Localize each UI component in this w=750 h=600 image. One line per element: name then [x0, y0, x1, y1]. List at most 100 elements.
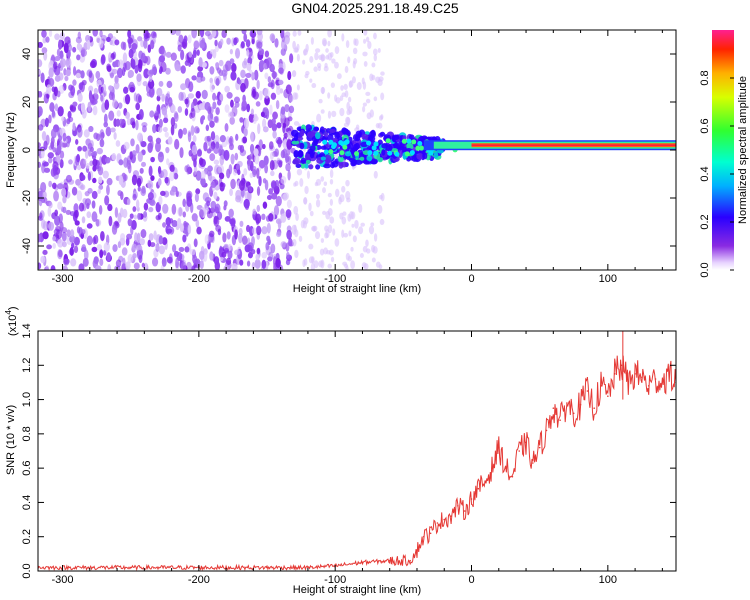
heatmap-cell [262, 201, 268, 209]
heatmap-cell [309, 145, 316, 152]
heatmap-cell [270, 243, 276, 254]
heatmap-cell [148, 69, 155, 75]
heatmap-cell [249, 30, 256, 38]
heatmap-cell [328, 249, 334, 256]
heatmap-cell [354, 151, 360, 157]
heatmap-cell [104, 99, 110, 111]
heatmap-cell [329, 198, 334, 206]
heatmap-cell [144, 262, 148, 269]
heatmap-cell [98, 205, 103, 215]
snr-point [266, 566, 268, 569]
heatmap-cell [115, 259, 122, 268]
snr-point [129, 566, 132, 569]
heatmap-cell [108, 110, 115, 121]
heatmap-cell [155, 215, 161, 221]
heatmap-cell [282, 193, 288, 201]
heatmap-cell [47, 152, 54, 159]
heatmap-cell [366, 140, 372, 146]
snr-ytick-label: 0.4 [21, 495, 33, 510]
heatmap-cell [246, 260, 251, 267]
heatmap-cell [92, 158, 98, 167]
heatmap-cell [188, 51, 193, 58]
heatmap-cell [131, 43, 138, 50]
heatmap-cell [257, 123, 261, 135]
heatmap-cell [137, 62, 143, 73]
heatmap-cell [344, 65, 349, 74]
heatmap-cell [377, 122, 383, 129]
heatmap-cell [373, 32, 377, 40]
heatmap-cell [359, 253, 364, 258]
heatmap-cell [91, 200, 96, 209]
heatmap-cell [56, 48, 61, 57]
heatmap-cell [74, 210, 79, 218]
heatmap-cell [47, 206, 52, 217]
heatmap-cell [331, 142, 337, 148]
heatmap-cell [226, 37, 231, 45]
heatmap-cell [243, 198, 250, 209]
colorbar-tick-label: 0.2 [699, 214, 711, 229]
heatmap-cell [65, 209, 72, 216]
heatmap-cell [252, 91, 260, 100]
heatmap-cell [286, 251, 290, 259]
heatmap-cell [72, 79, 77, 86]
heatmap-cell [270, 79, 275, 90]
heatmap-cell [139, 167, 144, 174]
heatmap-cell [238, 232, 243, 244]
heatmap-cell [354, 219, 359, 229]
snr-point [450, 515, 452, 517]
heatmap-cell [269, 33, 276, 42]
heatmap-cell [292, 159, 299, 165]
heatmap-cell [271, 71, 278, 79]
heatmap-cell [51, 182, 57, 190]
heatmap-cell [96, 166, 102, 172]
heatmap-cell [141, 185, 146, 194]
heatmap-cell [234, 152, 239, 161]
heatmap-cell [100, 94, 104, 102]
heatmap-cell [223, 205, 227, 211]
heatmap-cell [323, 163, 332, 169]
heatmap-cell [195, 170, 202, 181]
heatmap-cell [102, 170, 109, 179]
heatmap-cell [147, 44, 152, 53]
snr-point [409, 559, 411, 562]
heatmap-cell [298, 235, 303, 242]
heatmap-cell [203, 141, 208, 152]
heatmap-cell [252, 208, 257, 215]
heatmap-cell [263, 87, 270, 99]
snr-point [525, 441, 527, 444]
heatmap-cell [293, 150, 300, 158]
heatmap-cell [91, 246, 98, 253]
heatmap-cell [339, 212, 344, 220]
heatmap-cell [261, 213, 266, 221]
heatmap-cell [310, 129, 316, 137]
heatmap-cell [106, 65, 112, 72]
heatmap-cell [114, 75, 119, 84]
heatmap-cell [230, 153, 235, 165]
heatmap-cell [339, 107, 345, 117]
heatmap-cell [422, 152, 428, 160]
heatmap-cell [362, 105, 366, 113]
heatmap-cell [164, 176, 169, 184]
heatmap-cell [213, 191, 218, 200]
heatmap-cell [158, 235, 163, 245]
heatmap-cell [213, 215, 218, 225]
heatmap-cell [308, 256, 315, 264]
heatmap-cell [320, 176, 325, 182]
snr-point [491, 467, 493, 469]
heatmap-cell [353, 38, 357, 46]
heatmap-cell [234, 249, 241, 256]
heatmap-cell [108, 215, 113, 227]
heatmap-cell [122, 52, 128, 63]
heatmap-cell [404, 151, 410, 157]
heatmap-cell [165, 51, 172, 58]
heatmap-cell [334, 61, 339, 69]
heatmap-cell [287, 116, 293, 122]
heatmap-cell [128, 48, 134, 59]
heatmap-cell [137, 151, 143, 163]
heatmap-cell [243, 33, 248, 43]
heatmap-cell [83, 249, 89, 261]
heatmap-cell [342, 261, 348, 266]
heatmap-cell [125, 111, 131, 120]
heatmap-cell [224, 85, 230, 93]
snr-point [436, 522, 439, 524]
